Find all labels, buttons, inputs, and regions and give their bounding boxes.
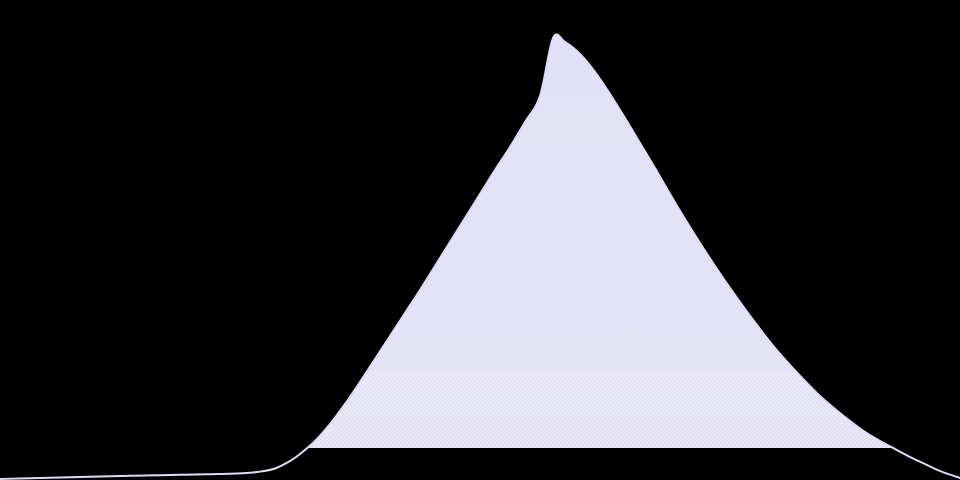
density-fill-group xyxy=(307,34,894,448)
density-curve-line xyxy=(0,33,960,480)
density-area-fill xyxy=(307,34,894,448)
density-dither-overlay xyxy=(307,370,894,448)
density-dither-fill xyxy=(307,370,894,448)
